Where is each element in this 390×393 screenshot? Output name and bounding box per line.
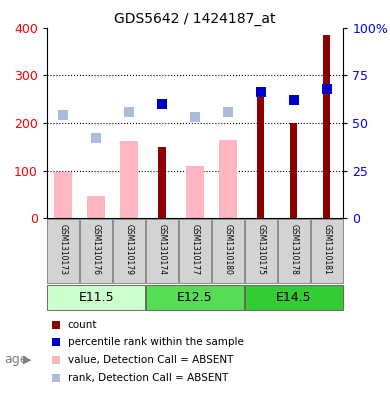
FancyBboxPatch shape <box>245 219 277 283</box>
Text: percentile rank within the sample: percentile rank within the sample <box>67 337 243 347</box>
Text: E14.5: E14.5 <box>276 291 312 304</box>
FancyBboxPatch shape <box>179 219 211 283</box>
Bar <box>290 123 298 219</box>
Text: age: age <box>4 353 27 366</box>
Text: GSM1310180: GSM1310180 <box>223 224 232 275</box>
Bar <box>323 35 330 219</box>
FancyBboxPatch shape <box>48 285 145 310</box>
FancyBboxPatch shape <box>146 219 178 283</box>
Text: rank, Detection Call = ABSENT: rank, Detection Call = ABSENT <box>67 373 228 383</box>
FancyBboxPatch shape <box>310 219 343 283</box>
Text: GSM1310174: GSM1310174 <box>158 224 167 275</box>
FancyBboxPatch shape <box>146 285 244 310</box>
Title: GDS5642 / 1424187_at: GDS5642 / 1424187_at <box>114 13 276 26</box>
FancyBboxPatch shape <box>245 285 342 310</box>
Text: GSM1310176: GSM1310176 <box>92 224 101 275</box>
Bar <box>257 92 264 219</box>
Bar <box>120 141 138 219</box>
Bar <box>219 140 237 219</box>
Text: ▶: ▶ <box>23 354 31 365</box>
Bar <box>54 172 72 219</box>
Text: count: count <box>67 320 97 330</box>
FancyBboxPatch shape <box>113 219 145 283</box>
Text: GSM1310173: GSM1310173 <box>59 224 68 275</box>
Text: GSM1310177: GSM1310177 <box>190 224 200 275</box>
FancyBboxPatch shape <box>212 219 244 283</box>
FancyBboxPatch shape <box>278 219 310 283</box>
FancyBboxPatch shape <box>47 219 80 283</box>
Text: GSM1310175: GSM1310175 <box>256 224 265 275</box>
Text: value, Detection Call = ABSENT: value, Detection Call = ABSENT <box>67 355 233 365</box>
Text: E11.5: E11.5 <box>78 291 114 304</box>
Text: GSM1310178: GSM1310178 <box>289 224 298 275</box>
Bar <box>158 147 166 219</box>
Bar <box>87 196 105 219</box>
Text: GSM1310179: GSM1310179 <box>125 224 134 275</box>
Bar <box>186 166 204 219</box>
Text: GSM1310181: GSM1310181 <box>322 224 331 274</box>
Text: E12.5: E12.5 <box>177 291 213 304</box>
FancyBboxPatch shape <box>80 219 112 283</box>
